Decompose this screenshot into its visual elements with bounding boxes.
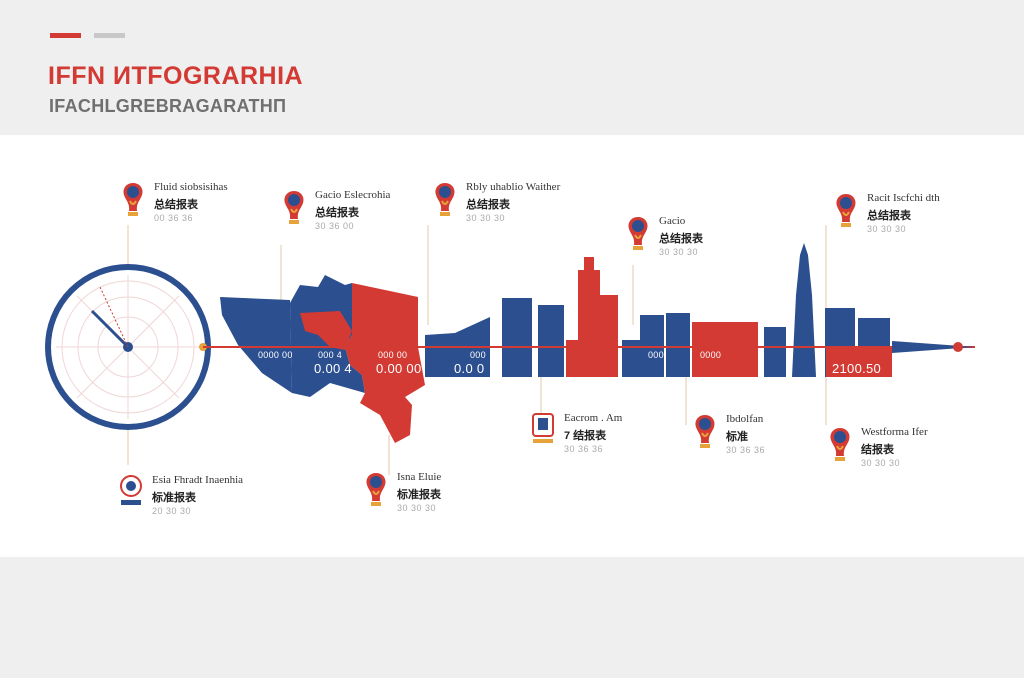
callout-line2: 总结报表: [466, 199, 510, 211]
timeline-value: 0.0 0: [454, 361, 485, 376]
callout-line2: 标准报表: [397, 489, 441, 501]
callout-line2: 结报表: [861, 444, 894, 456]
callout-line1: Racit Iscfchi dth: [867, 192, 940, 204]
callout-line3: 30 30 30: [867, 224, 907, 234]
callout-line1: Ibdolfan: [726, 413, 764, 425]
callout-line1: Eacrom . Am: [564, 412, 623, 424]
callout-line2: 7 结报表: [564, 430, 607, 442]
timeline-callout: Gacio 总结报表 30 30 30: [625, 215, 765, 275]
timeline-label: 000: [648, 350, 664, 360]
timeline-callout: Westforma Ifer 结报表 30 30 30: [827, 426, 967, 486]
callout-line2: 总结报表: [315, 207, 359, 219]
callout-line3: 30 36 36: [564, 444, 604, 454]
timeline-label: 000: [470, 350, 486, 360]
timeline-value: 0.00 4: [314, 361, 352, 376]
callout-line3: 30 30 30: [466, 213, 506, 223]
timeline-final-value: 2100.50: [832, 361, 882, 376]
timeline-callout: Eacrom . Am 7 结报表 30 36 36: [530, 412, 670, 472]
timeline-label: 0000 00: [258, 350, 293, 360]
callout-line2: 总结报表: [659, 233, 703, 245]
callout-line3: 20 30 30: [152, 506, 192, 516]
accent-bar-red: [50, 33, 81, 38]
timeline-callout: Gacio Eslecrohia 总结报表 30 36 00: [281, 189, 421, 249]
infographic-panel: 0000 00 000 4 000 00 000 000 0000 0.00 4…: [0, 135, 1024, 557]
callout-line1: Westforma Ifer: [861, 426, 928, 438]
timeline-callout: Racit Iscfchi dth 总结报表 30 30 30: [833, 192, 973, 252]
timeline-callout: Fluid siobsisihas 总结报表 00 36 36: [120, 181, 260, 241]
timeline-callout: Isna Eluie 标准报表 30 30 30: [363, 471, 503, 531]
timeline-label: 000 4: [318, 350, 343, 360]
callout-line1: Fluid siobsisihas: [154, 181, 228, 193]
callout-line3: 00 36 36: [154, 213, 194, 223]
timeline-callout: Esia Fhradt Inaenhia 标准报表 20 30 30: [118, 474, 258, 534]
callout-line2: 总结报表: [154, 199, 198, 211]
infographic-canvas: [45, 225, 975, 475]
callout-line3: 30 36 00: [315, 221, 355, 231]
callout-line1: Isna Eluie: [397, 471, 442, 483]
callout-line3: 30 36 36: [726, 445, 766, 455]
callout-line3: 30 30 30: [861, 458, 901, 468]
callout-line3: 30 30 30: [659, 247, 699, 257]
callout-line1: Gacio: [659, 215, 686, 227]
timeline-label: 000 00: [378, 350, 408, 360]
callout-line2: 标准报表: [152, 492, 196, 504]
callout-line3: 30 30 30: [397, 503, 437, 513]
callout-line1: Rbly uhablio Waither: [466, 181, 561, 193]
timeline-callout: Ibdolfan 标准 30 36 36: [692, 413, 832, 473]
compass-dial: [45, 264, 211, 430]
callout-line2: 总结报表: [867, 210, 911, 222]
timeline-value: 0.00 00: [376, 361, 422, 376]
map-silhouette: [220, 275, 425, 443]
timeline-label: 0000: [700, 350, 722, 360]
accent-bar-grey: [94, 33, 125, 38]
callout-line2: 标准: [726, 431, 748, 443]
timeline-callout: Rbly uhablio Waither 总结报表 30 30 30: [432, 181, 572, 241]
timeline-arrow: [203, 341, 975, 353]
page-subtitle: IFACHLGREBRAGARATHΠ: [49, 96, 287, 116]
callout-line1: Gacio Eslecrohia: [315, 189, 391, 201]
page-title: IFFN ИTFOGRARHIA: [48, 62, 304, 90]
callout-line1: Esia Fhradt Inaenhia: [152, 474, 244, 486]
